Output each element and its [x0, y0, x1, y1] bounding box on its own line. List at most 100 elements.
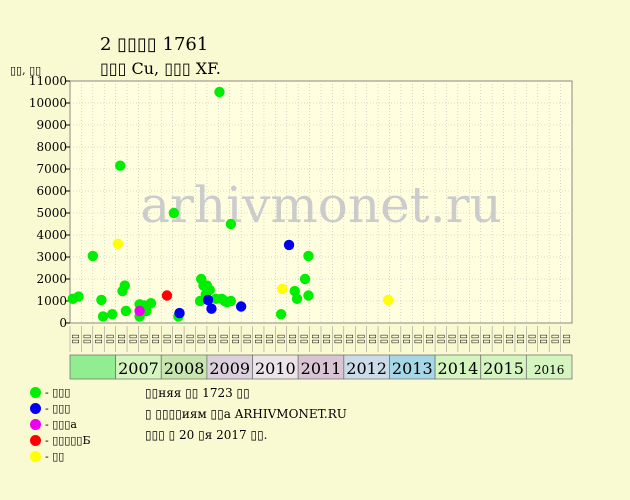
- data-point: [115, 160, 126, 171]
- quarter-label: ▯▯: [242, 334, 252, 344]
- quarter-label: ▯▯: [117, 334, 127, 344]
- data-point: [277, 283, 288, 295]
- y-tick-label: 1000: [36, 294, 67, 308]
- quarter-label: ▯▯: [311, 334, 321, 344]
- year-label: 2010: [255, 359, 296, 378]
- legend-swatch: [30, 386, 41, 398]
- data-point: [161, 290, 173, 301]
- quarter-label: ▯▯: [334, 334, 344, 344]
- year-band: [115, 354, 162, 380]
- plot-area: arhivmonet.ru010002000300040005000600070…: [29, 74, 573, 330]
- data-point: [145, 298, 157, 309]
- year-band: [69, 354, 117, 380]
- data-point: [96, 294, 107, 306]
- legend-swatch: [30, 434, 41, 446]
- quarter-label: ▯▯: [436, 334, 446, 344]
- legend-item: - ▯▯▯: [30, 400, 91, 416]
- quarter-label: ▯▯: [151, 334, 161, 344]
- quarter-label: ▯▯: [379, 334, 389, 344]
- legend-item: - ▯▯▯▯▯Б: [30, 432, 91, 448]
- year-band: [389, 354, 436, 380]
- data-point: [119, 280, 130, 291]
- quarter-label: ▯▯: [288, 334, 298, 344]
- year-label: 2012: [346, 359, 387, 378]
- year-label: 2013: [392, 359, 433, 378]
- data-point: [275, 309, 287, 320]
- data-point: [303, 290, 314, 301]
- legend: - ▯▯▯ - ▯▯▯ - ▯▯▯а - ▯▯▯▯▯Б - ▯▯: [30, 384, 91, 464]
- year-label: 2016: [534, 363, 565, 377]
- quarter-label: ▯▯: [231, 334, 241, 344]
- quarter-label: ▯▯: [528, 334, 538, 344]
- quarter-label: ▯▯: [322, 334, 332, 344]
- legend-item: - ▯▯: [30, 448, 91, 464]
- data-point: [107, 309, 118, 320]
- quarter-label: ▯▯: [299, 334, 309, 344]
- quarter-label: ▯▯: [471, 334, 481, 344]
- legend-item: - ▯▯▯: [30, 384, 91, 400]
- data-point: [202, 294, 214, 306]
- data-point: [194, 295, 206, 307]
- quarter-label: ▯▯: [493, 334, 503, 344]
- chart-subtitle: ▯▯▯ Cu, ▯▯▯ XF.: [100, 59, 221, 78]
- quarter-label: ▯▯: [254, 334, 264, 344]
- note-line-2: ▯ ▯▯▯▯иям ▯▯а ARHIVMONET.RU: [145, 407, 347, 421]
- year-label: 2007: [118, 359, 159, 378]
- y-tick-label: 4000: [36, 228, 67, 242]
- year-band: [480, 354, 527, 380]
- data-point: [283, 239, 295, 251]
- quarter-label: ▯▯: [413, 334, 423, 344]
- quarter-label: ▯▯: [345, 334, 355, 344]
- data-point: [87, 250, 99, 262]
- quarter-label: ▯▯: [220, 334, 230, 344]
- quarter-label: ▯▯: [174, 334, 184, 344]
- quarter-label: ▯▯: [128, 334, 138, 344]
- quarter-label: ▯▯: [140, 334, 150, 344]
- quarter-label: ▯▯: [459, 334, 469, 344]
- year-band: [343, 354, 390, 380]
- data-point: [214, 86, 225, 98]
- chart-title: 2 ▯▯▯▯ 1761: [100, 34, 208, 55]
- y-tick-label: 5000: [36, 206, 67, 220]
- y-tick-label: 3000: [36, 250, 67, 264]
- year-label: 2011: [301, 359, 342, 378]
- quarter-label: ▯▯: [391, 334, 401, 344]
- quarter-label: ▯▯: [562, 334, 572, 344]
- data-point: [383, 294, 394, 306]
- legend-label: - ▯▯: [45, 449, 65, 463]
- legend-swatch: [30, 450, 41, 462]
- quarter-label: ▯▯: [505, 334, 515, 344]
- year-band: [297, 354, 345, 380]
- data-point: [134, 305, 145, 317]
- note-line-1: ▯▯няя ▯▯ 1723 ▯▯: [145, 386, 250, 400]
- quarter-label: ▯▯: [550, 334, 560, 344]
- data-point: [299, 273, 311, 285]
- year-band: [525, 354, 573, 380]
- quarter-label: ▯▯: [368, 334, 378, 344]
- data-point: [174, 307, 185, 319]
- data-point: [97, 311, 109, 322]
- year-label: 2015: [483, 359, 524, 378]
- legend-label: - ▯▯▯: [45, 385, 71, 399]
- data-point: [73, 291, 84, 302]
- year-label: 2009: [209, 359, 250, 378]
- quarter-label: ▯▯: [105, 334, 115, 344]
- quarter-label: ▯▯: [83, 334, 93, 344]
- note-line-3: ▯▯▯ ▯ 20 ▯я 2017 ▯▯.: [145, 428, 268, 442]
- quarter-label: ▯▯: [197, 334, 207, 344]
- quarter-label: ▯▯: [482, 334, 492, 344]
- y-tick-label: 0: [59, 316, 67, 330]
- data-point: [120, 305, 132, 317]
- legend-label: - ▯▯▯▯▯Б: [45, 433, 91, 447]
- quarter-label: ▯▯: [539, 334, 549, 344]
- y-tick-label: 10000: [29, 96, 67, 110]
- quarter-label: ▯▯: [71, 334, 81, 344]
- quarter-label: ▯▯: [516, 334, 526, 344]
- data-point: [225, 218, 237, 230]
- data-point: [204, 284, 215, 296]
- y-tick-label: 2000: [36, 272, 67, 286]
- data-point: [291, 293, 303, 304]
- year-band: [206, 354, 253, 380]
- quarter-label: ▯▯: [425, 334, 435, 344]
